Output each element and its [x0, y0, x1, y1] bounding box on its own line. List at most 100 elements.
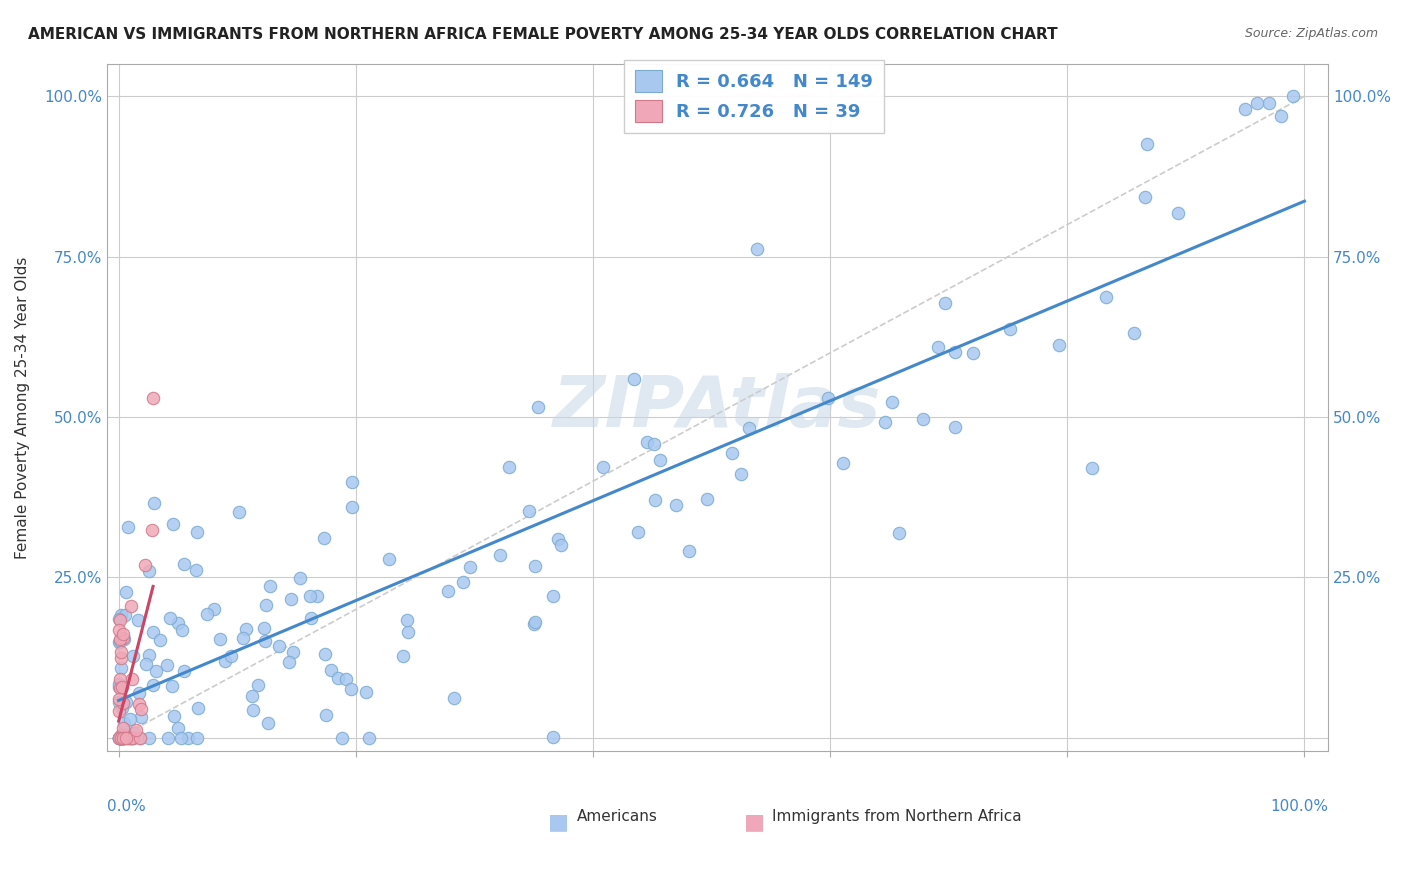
Point	[1081, 460, 1104, 475]
Text: 0.0%: 0.0%	[107, 798, 145, 814]
Point	[623, 372, 645, 386]
Point	[110, 645, 132, 659]
Point	[159, 611, 181, 625]
Point	[745, 242, 768, 256]
Point	[356, 685, 378, 699]
Point	[112, 721, 135, 735]
Point	[107, 624, 129, 638]
Point	[157, 731, 180, 745]
Point	[138, 731, 160, 745]
Point	[122, 731, 145, 745]
Point	[112, 731, 135, 745]
Point	[142, 678, 165, 692]
Point	[110, 672, 132, 686]
Text: ■: ■	[548, 813, 569, 832]
Point	[107, 681, 129, 695]
Point	[882, 394, 904, 409]
Point	[340, 682, 363, 697]
Point	[340, 500, 363, 515]
Point	[120, 599, 142, 614]
Point	[721, 446, 744, 460]
Y-axis label: Female Poverty Among 25-34 Year Olds: Female Poverty Among 25-34 Year Olds	[15, 256, 30, 558]
Point	[108, 632, 131, 647]
Legend: R = 0.664   N = 149, R = 0.726   N = 39: R = 0.664 N = 149, R = 0.726 N = 39	[624, 60, 884, 133]
Point	[235, 622, 257, 636]
Point	[141, 523, 163, 537]
Point	[1234, 102, 1257, 116]
Point	[817, 391, 839, 405]
Point	[112, 731, 135, 745]
Point	[125, 723, 148, 738]
Point	[112, 731, 135, 745]
Point	[636, 435, 658, 450]
Point	[202, 601, 225, 615]
Point	[340, 475, 363, 489]
Point	[489, 548, 512, 562]
Point	[927, 340, 949, 354]
Point	[121, 731, 143, 745]
Point	[111, 631, 134, 645]
Point	[330, 731, 353, 745]
Point	[887, 526, 910, 541]
Point	[110, 731, 132, 745]
Point	[107, 731, 129, 745]
Text: Source: ZipAtlas.com: Source: ZipAtlas.com	[1244, 27, 1378, 40]
Point	[730, 467, 752, 482]
Point	[118, 712, 141, 726]
Point	[1095, 290, 1118, 304]
Point	[108, 704, 131, 718]
Point	[312, 531, 335, 545]
Point	[1122, 326, 1144, 341]
Point	[1270, 109, 1292, 123]
Point	[128, 686, 150, 700]
Point	[443, 690, 465, 705]
Point	[278, 655, 301, 669]
Point	[998, 322, 1021, 336]
Point	[359, 731, 381, 745]
Point	[962, 346, 984, 360]
Point	[195, 607, 218, 621]
Point	[108, 731, 131, 745]
Point	[1257, 95, 1279, 110]
Point	[543, 730, 565, 744]
Point	[398, 625, 420, 640]
Point	[118, 731, 141, 745]
Point	[228, 506, 250, 520]
Point	[110, 661, 132, 675]
Point	[128, 731, 150, 745]
Point	[1135, 136, 1157, 151]
Point	[114, 731, 136, 745]
Point	[163, 708, 186, 723]
Point	[115, 731, 138, 745]
Point	[128, 697, 150, 711]
Point	[128, 731, 150, 745]
Point	[107, 612, 129, 626]
Point	[644, 493, 666, 508]
Point	[517, 503, 540, 517]
Point	[135, 657, 157, 672]
Point	[627, 524, 650, 539]
Point	[114, 632, 136, 646]
Point	[107, 731, 129, 745]
Point	[934, 296, 956, 310]
Point	[110, 607, 132, 622]
Point	[314, 647, 336, 661]
Point	[111, 731, 134, 745]
Point	[114, 608, 136, 623]
Point	[107, 731, 129, 745]
Point	[253, 633, 276, 648]
Point	[911, 412, 934, 426]
Point	[110, 731, 132, 745]
Point	[246, 677, 269, 691]
Point	[643, 437, 665, 451]
Point	[281, 645, 304, 659]
Point	[187, 700, 209, 714]
Point	[498, 460, 520, 475]
Point	[267, 639, 290, 653]
Point	[121, 672, 143, 686]
Point	[523, 616, 546, 631]
Point	[378, 552, 401, 566]
Point	[127, 614, 149, 628]
Point	[943, 420, 966, 434]
Point	[108, 731, 131, 745]
